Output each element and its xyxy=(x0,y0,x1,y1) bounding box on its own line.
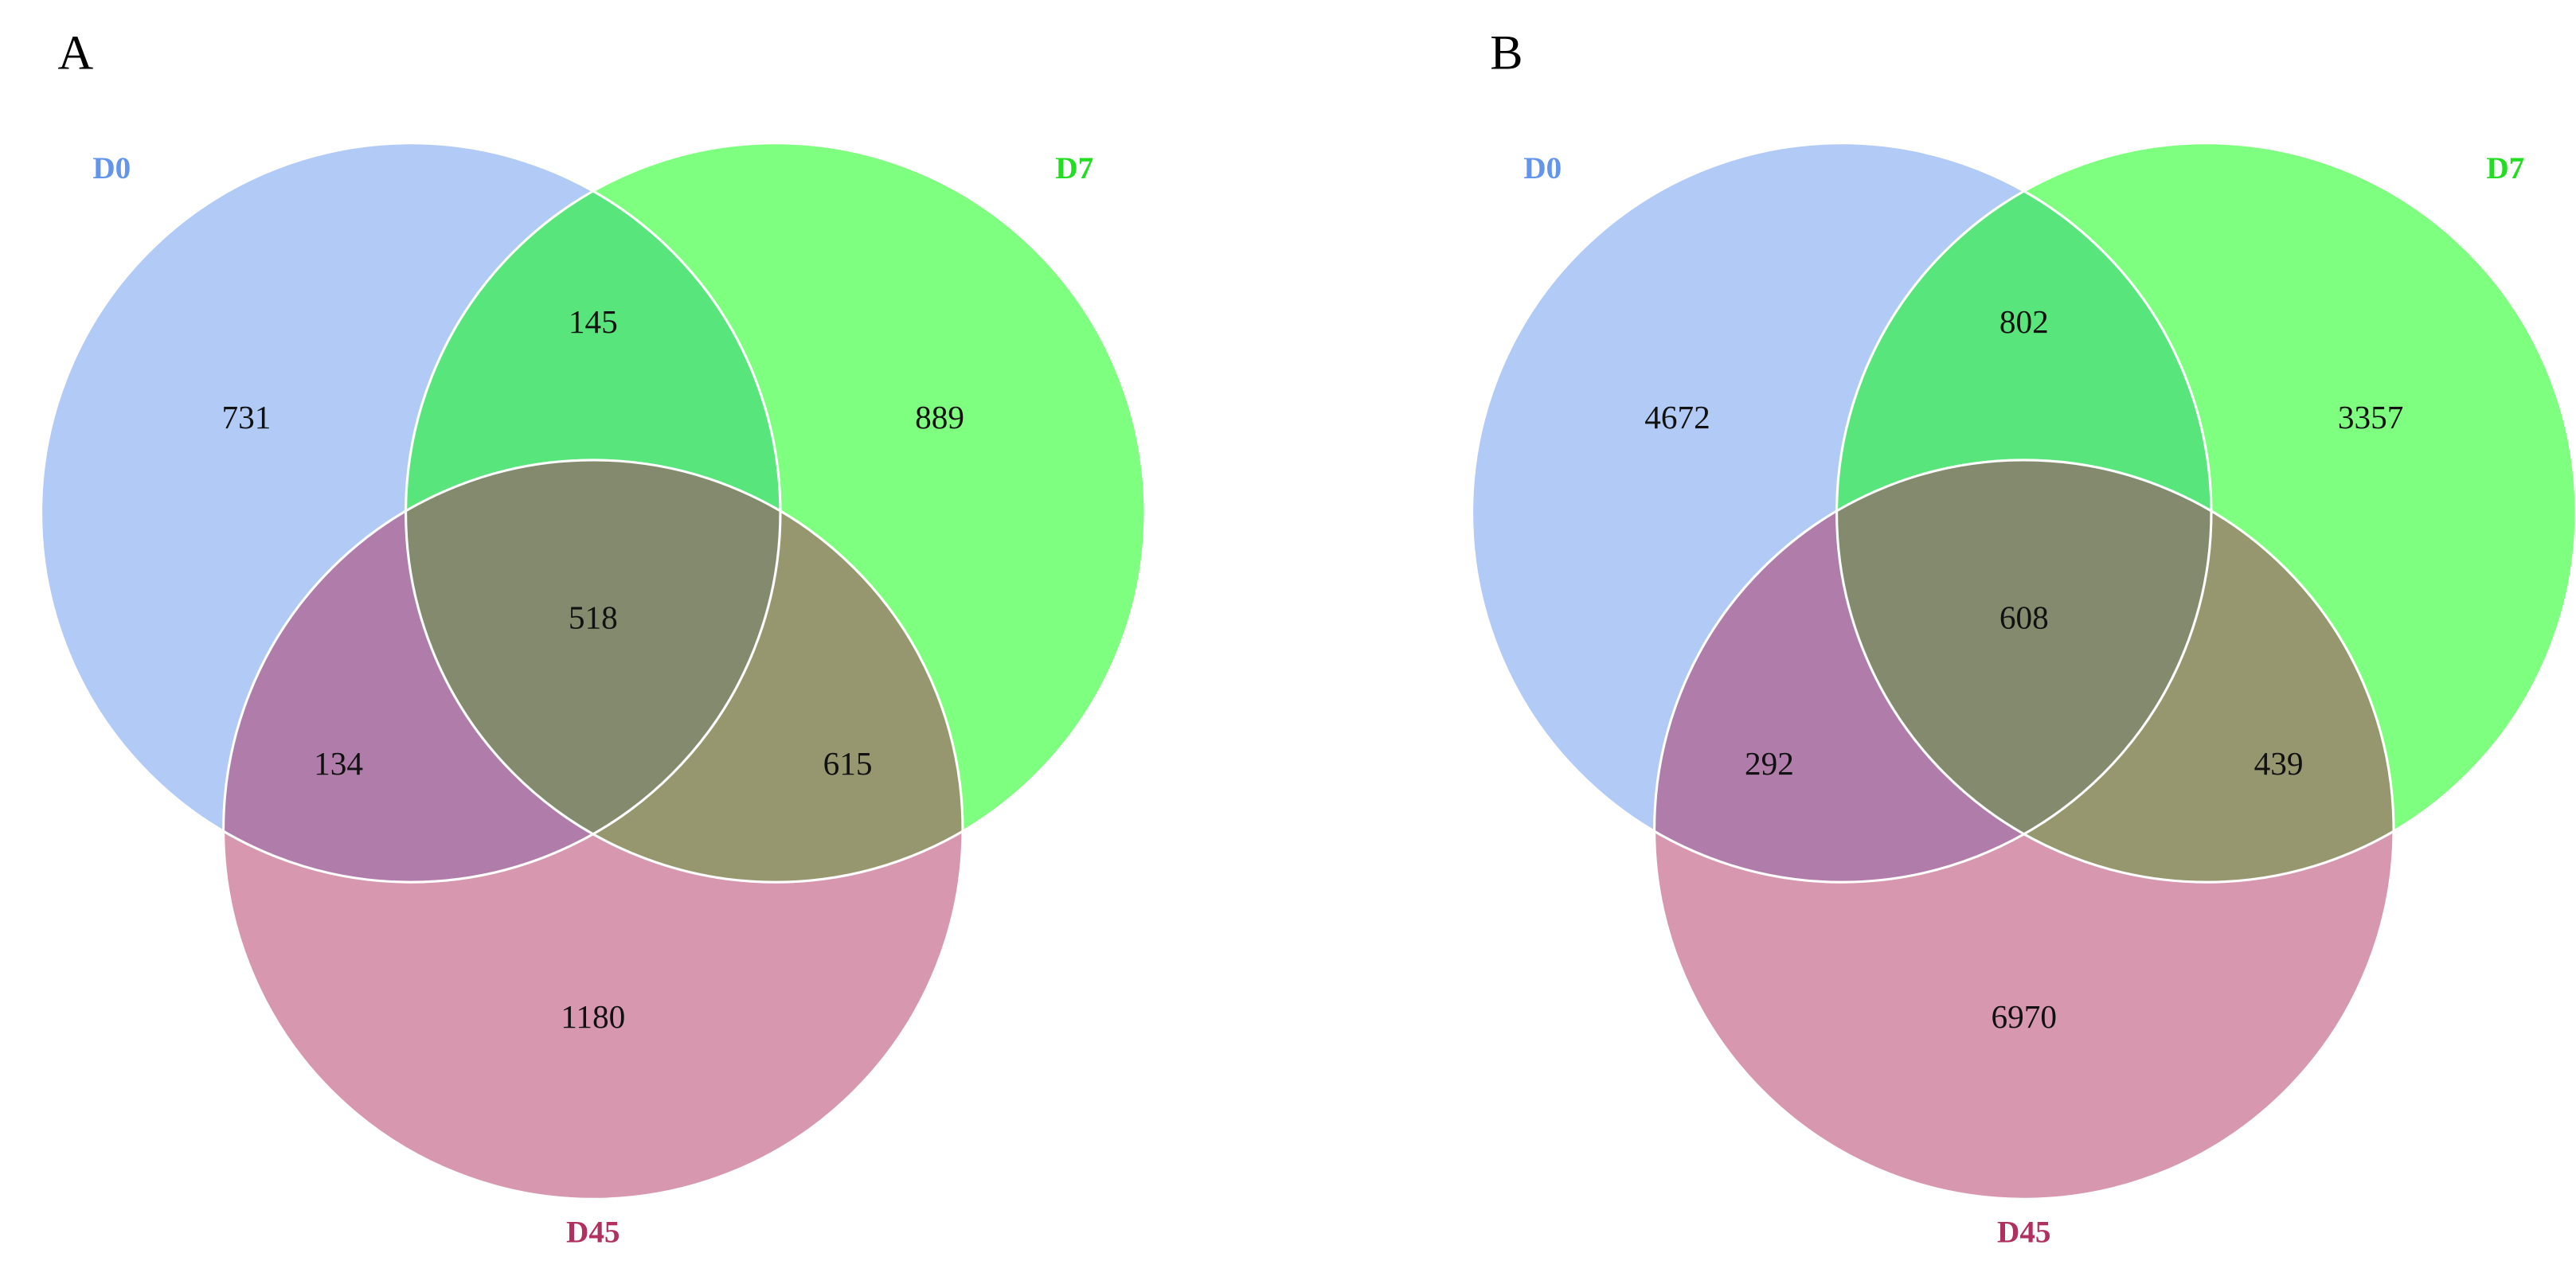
set-outline xyxy=(1471,142,2213,884)
set-outline xyxy=(1835,142,2576,884)
set-circle xyxy=(223,459,963,1200)
set-label: D7 xyxy=(1055,151,1093,185)
set-label: D45 xyxy=(1997,1216,2051,1250)
region-count: 802 xyxy=(1999,303,2049,340)
panel-title: B xyxy=(1490,26,1523,80)
region-count: 6970 xyxy=(1992,998,2058,1035)
panel-title: A xyxy=(58,26,94,80)
set-label: D7 xyxy=(2486,151,2524,185)
region-count: 615 xyxy=(823,745,873,782)
set-outline xyxy=(40,142,782,884)
region-count: 608 xyxy=(1999,599,2049,636)
venn-panel: B D0 D7 D45 4672 3357 6970 802 292 439 608 xyxy=(1471,26,2576,1250)
set-label: D45 xyxy=(566,1216,620,1250)
region-count: 731 xyxy=(222,399,272,435)
region-count: 518 xyxy=(569,599,618,636)
set-label: D0 xyxy=(92,151,131,185)
region-count: 439 xyxy=(2254,745,2304,782)
set-outline xyxy=(222,459,964,1200)
set-circle xyxy=(1654,459,2394,1200)
region-count: 292 xyxy=(1745,745,1794,782)
region-count: 145 xyxy=(569,303,618,340)
set-outline xyxy=(1653,459,2395,1200)
venn-panel: A D0 D7 D45 731 889 1180 145 134 615 518 xyxy=(40,26,1147,1250)
region-count: 134 xyxy=(314,745,363,782)
region-count: 889 xyxy=(915,399,964,435)
region-count: 4672 xyxy=(1644,399,1710,435)
set-label: D0 xyxy=(1523,151,1562,185)
region-count: 3357 xyxy=(2338,399,2404,435)
region-count: 1180 xyxy=(561,998,625,1035)
set-outline xyxy=(405,142,1147,884)
